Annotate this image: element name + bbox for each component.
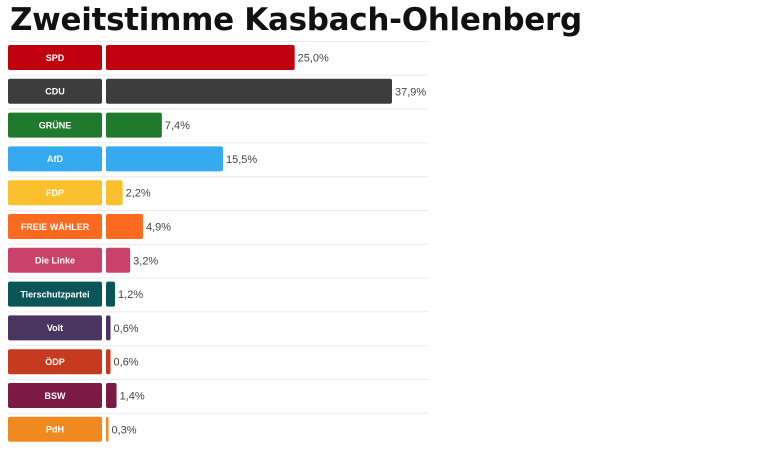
value-label-bsw: 1,4% bbox=[120, 391, 145, 403]
party-label-box-die-linke bbox=[8, 247, 102, 273]
value-label-fdp: 2,2% bbox=[126, 188, 151, 200]
party-label-tierschutzpartei: Tierschutzpartei bbox=[20, 289, 89, 299]
party-label-box-tierschutzpartei bbox=[8, 281, 102, 307]
party-label-box-volt bbox=[8, 315, 102, 341]
party-label-pdh: PdH bbox=[46, 425, 64, 435]
value-label-freie-w-hler: 4,9% bbox=[146, 222, 171, 234]
value-label-cdu: 37,9% bbox=[395, 86, 426, 98]
bar-afd bbox=[106, 146, 223, 172]
bar-fdp bbox=[106, 180, 123, 206]
value-label-gr-ne: 7,4% bbox=[165, 120, 190, 132]
bar-bsw bbox=[106, 383, 117, 408]
bar-volt bbox=[106, 315, 111, 341]
party-label-box-fdp bbox=[8, 180, 102, 206]
party-label-box-freie-w-hler bbox=[8, 214, 102, 239]
bar-cdu bbox=[106, 78, 392, 104]
bar-gr-ne bbox=[106, 112, 162, 138]
value-label-die-linke: 3,2% bbox=[133, 255, 158, 267]
party-label-box-afd bbox=[8, 146, 102, 172]
chart-rows: SPD 25,0% CDU 37,9% GRÜNE 7,4% AfD 15,5% FDP 2,2%… bbox=[8, 41, 428, 442]
party-label-dp: ÖDP bbox=[45, 357, 65, 367]
party-label-box-dp bbox=[8, 349, 102, 375]
value-label-volt: 0,6% bbox=[114, 323, 139, 335]
value-label-tierschutzpartei: 1,2% bbox=[118, 289, 143, 301]
bar-tierschutzpartei bbox=[106, 281, 116, 307]
party-label-fdp: FDP bbox=[46, 188, 64, 198]
party-label-afd: AfD bbox=[47, 154, 63, 164]
party-label-freie-w-hler: FREIE WÄHLER bbox=[21, 222, 90, 232]
value-label-pdh: 0,3% bbox=[112, 424, 137, 436]
value-label-spd: 25,0% bbox=[298, 53, 329, 65]
party-label-box-bsw bbox=[8, 383, 102, 408]
party-label-bsw: BSW bbox=[45, 391, 67, 401]
party-label-die-linke: Die Linke bbox=[35, 256, 75, 266]
party-label-volt: Volt bbox=[47, 323, 63, 333]
value-label-dp: 0,6% bbox=[114, 357, 139, 369]
chart-title: Zweitstimme Kasbach-Ohlenberg bbox=[10, 2, 582, 38]
party-label-spd: SPD bbox=[46, 53, 65, 63]
party-label-box-gr-ne bbox=[8, 112, 102, 138]
bar-freie-w-hler bbox=[106, 214, 143, 239]
party-label-gr-ne: GRÜNE bbox=[39, 120, 72, 130]
party-label-box-spd bbox=[8, 45, 102, 70]
bar-spd bbox=[106, 45, 295, 70]
party-label-box-pdh bbox=[8, 416, 102, 442]
bar-dp bbox=[106, 349, 111, 375]
value-label-afd: 15,5% bbox=[226, 154, 257, 166]
party-label-box-cdu bbox=[8, 78, 102, 104]
party-label-cdu: CDU bbox=[45, 87, 65, 97]
bar-chart: SPD 25,0% CDU 37,9% GRÜNE 7,4% AfD 15,5% FDP 2,2%… bbox=[8, 41, 428, 442]
bar-pdh bbox=[106, 416, 109, 442]
bar-die-linke bbox=[106, 247, 131, 273]
